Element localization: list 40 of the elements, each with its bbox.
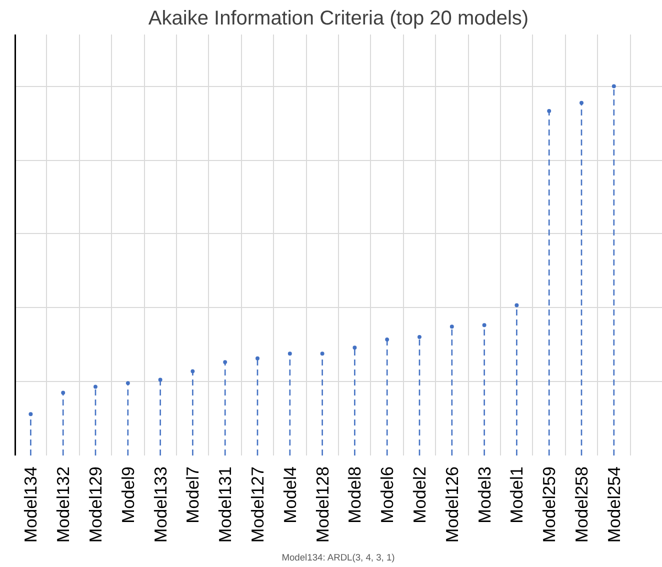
point [190, 369, 195, 374]
x-tick-label: Model259 [539, 466, 560, 543]
x-tick-label: Model129 [86, 466, 106, 543]
point [482, 323, 486, 328]
point [547, 108, 552, 113]
x-tick-label: Model3 [474, 466, 494, 524]
x-tick-label: Model131 [215, 466, 236, 543]
x-tick-label: Model7 [182, 466, 203, 524]
x-tick-label: Model2 [410, 466, 430, 524]
point [450, 324, 454, 329]
point [94, 384, 98, 389]
point [28, 412, 33, 416]
point [385, 338, 390, 342]
x-tick-label: Model254 [604, 466, 624, 543]
x-tick-label: Model134 [20, 466, 41, 543]
point [61, 390, 66, 395]
point [256, 356, 260, 360]
x-tick-label: Model133 [150, 466, 170, 543]
x-tick-label: Model1 [506, 466, 527, 524]
x-tick-label: Model126 [442, 466, 462, 543]
x-tick-label: Model4 [280, 466, 300, 524]
point [320, 352, 324, 356]
x-tick-label: Model9 [118, 466, 138, 524]
x-tick-label: Model127 [248, 466, 268, 543]
point [352, 346, 357, 350]
x-tick-label: Model132 [53, 466, 74, 543]
x-tick-label: Model6 [377, 466, 398, 524]
point [580, 100, 584, 105]
point [418, 334, 422, 339]
point [288, 352, 292, 356]
point [158, 378, 162, 382]
point [514, 303, 519, 308]
point [223, 360, 228, 364]
chart-title: Akaike Information Criteria (top 20 models) [148, 8, 529, 30]
x-tick-label: Model258 [572, 466, 592, 543]
text: Model134: ARDL(3, 4, 3, 1) [282, 552, 395, 562]
x-tick-label: Model128 [312, 466, 332, 543]
x-tick-label: Model8 [344, 466, 365, 524]
point [126, 381, 130, 386]
point [612, 84, 616, 88]
